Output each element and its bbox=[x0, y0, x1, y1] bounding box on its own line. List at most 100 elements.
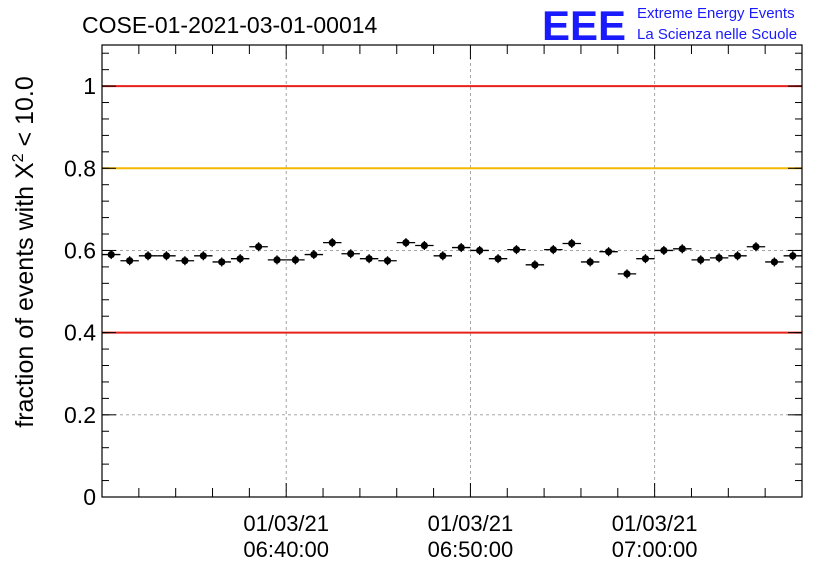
point-marker bbox=[199, 252, 207, 260]
data-point bbox=[194, 251, 213, 261]
grid bbox=[102, 45, 802, 497]
data-point bbox=[396, 238, 416, 248]
x-tick-label-time: 06:50:00 bbox=[428, 537, 514, 562]
y-axis-label-sup: 2 bbox=[10, 153, 27, 162]
point-marker bbox=[273, 256, 281, 264]
point-marker bbox=[494, 255, 502, 263]
point-marker bbox=[623, 270, 631, 278]
point-marker bbox=[420, 241, 428, 250]
point-marker bbox=[586, 258, 594, 266]
data-point bbox=[728, 251, 747, 261]
data-point bbox=[212, 257, 231, 267]
point-marker bbox=[107, 250, 115, 259]
point-marker bbox=[126, 257, 134, 265]
point-marker bbox=[715, 254, 723, 262]
data-point bbox=[359, 254, 379, 264]
point-marker bbox=[752, 243, 760, 251]
data-point bbox=[175, 256, 195, 266]
point-marker bbox=[770, 258, 778, 266]
y-tick-label: 0.4 bbox=[64, 320, 96, 346]
data-point bbox=[102, 250, 121, 260]
y-tick-label: 1 bbox=[83, 73, 96, 99]
y-tick-label: 0.2 bbox=[64, 402, 96, 428]
data-point bbox=[488, 254, 508, 264]
data-point bbox=[654, 245, 674, 255]
data-point bbox=[544, 245, 563, 255]
data-point bbox=[304, 250, 324, 260]
data-point bbox=[746, 242, 766, 252]
point-marker bbox=[310, 250, 318, 259]
eee-logo-line1: Extreme Energy Events bbox=[637, 5, 795, 22]
point-marker bbox=[236, 255, 244, 263]
data-point bbox=[120, 256, 139, 266]
point-marker bbox=[641, 255, 650, 263]
chart-title: COSE-01-2021-03-01-00014 bbox=[82, 12, 378, 38]
reference-lines bbox=[102, 85, 802, 334]
point-marker bbox=[328, 239, 336, 247]
data-point bbox=[452, 243, 471, 253]
point-marker bbox=[697, 256, 705, 264]
data-point bbox=[433, 251, 452, 261]
data-point bbox=[267, 255, 287, 265]
point-marker bbox=[512, 246, 521, 254]
point-marker bbox=[254, 243, 263, 251]
point-marker bbox=[439, 252, 447, 260]
y-axis-label-tail: < 10.0 bbox=[11, 76, 39, 153]
point-marker bbox=[568, 239, 576, 248]
data-point bbox=[157, 251, 176, 261]
point-marker bbox=[218, 258, 226, 266]
data-point bbox=[378, 256, 397, 266]
data-point bbox=[765, 257, 784, 267]
data-point bbox=[617, 269, 637, 279]
point-marker bbox=[347, 250, 355, 258]
data-points bbox=[102, 238, 802, 279]
point-marker bbox=[678, 245, 686, 253]
data-point bbox=[323, 238, 342, 248]
data-point bbox=[507, 245, 526, 255]
point-marker bbox=[365, 255, 373, 263]
point-marker bbox=[476, 246, 484, 255]
data-point bbox=[691, 255, 710, 265]
point-marker bbox=[733, 252, 742, 260]
data-point bbox=[709, 253, 729, 263]
x-tick-label-time: 06:40:00 bbox=[243, 537, 329, 562]
y-tick-labels: 0 0.2 0.4 0.6 0.8 1 bbox=[64, 73, 96, 510]
x-tick-labels: 01/03/2106:40:0001/03/2106:50:0001/03/21… bbox=[243, 511, 697, 562]
axis-ticks bbox=[102, 45, 802, 498]
y-axis-label: fraction of events with X2 < 10.0 bbox=[10, 76, 39, 427]
data-point bbox=[415, 241, 434, 251]
x-tick-label-date: 01/03/21 bbox=[428, 511, 514, 536]
data-point bbox=[525, 260, 545, 270]
x-tick-label-date: 01/03/21 bbox=[243, 511, 329, 536]
point-marker bbox=[549, 246, 557, 254]
point-marker bbox=[402, 239, 410, 247]
point-marker bbox=[789, 252, 797, 260]
eee-logo: EEE Extreme Energy Events La Scienza nel… bbox=[542, 2, 797, 49]
data-point bbox=[599, 247, 618, 257]
point-marker bbox=[291, 256, 300, 264]
point-marker bbox=[181, 257, 189, 265]
point-marker bbox=[162, 252, 171, 260]
data-point bbox=[636, 254, 655, 264]
data-point bbox=[249, 242, 268, 252]
data-point bbox=[341, 249, 360, 259]
point-marker bbox=[144, 252, 152, 260]
y-tick-label: 0.8 bbox=[64, 155, 96, 181]
y-tick-label: 0.6 bbox=[64, 237, 96, 263]
data-point bbox=[783, 251, 802, 261]
point-marker bbox=[660, 246, 668, 255]
data-point bbox=[138, 251, 158, 261]
x-tick-label-date: 01/03/21 bbox=[612, 511, 698, 536]
data-point bbox=[470, 245, 489, 255]
plot-frame bbox=[101, 44, 803, 498]
point-marker bbox=[531, 261, 539, 269]
point-marker bbox=[383, 257, 392, 265]
y-tick-label: 0 bbox=[83, 484, 96, 510]
y-axis-label-main: fraction of events with X bbox=[11, 162, 39, 428]
data-point bbox=[230, 254, 250, 264]
data-point bbox=[580, 257, 600, 267]
data-point bbox=[562, 238, 581, 248]
point-marker bbox=[604, 248, 613, 256]
data-point bbox=[673, 244, 692, 254]
data-point bbox=[286, 255, 305, 265]
